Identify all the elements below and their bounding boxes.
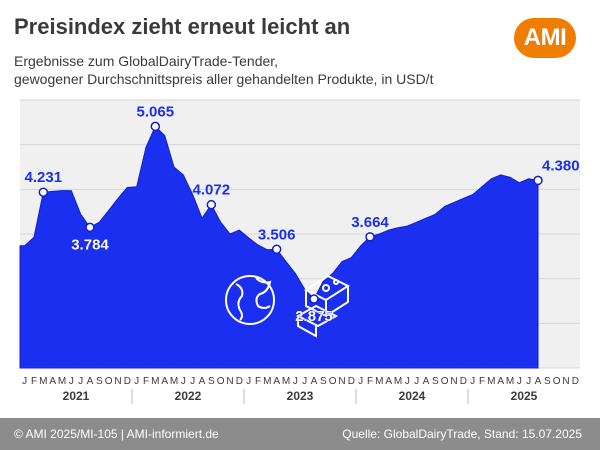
month-tick-label: J (526, 376, 531, 387)
year-tick-label: 2024 (399, 389, 426, 403)
month-tick-label: F (143, 376, 149, 387)
month-tick-label: A (87, 376, 94, 387)
month-tick-label: A (385, 376, 392, 387)
month-tick-label: A (311, 376, 318, 387)
month-tick-label: J (78, 376, 83, 387)
globe-icon (225, 275, 275, 325)
price-index-chart: 4.231 3.784 5.065 4.072 3.506 2.875 3.664 4.380… (19, 99, 580, 404)
data-point-marker (85, 222, 95, 233)
month-tick-label: S (320, 376, 327, 387)
month-tick-label: J (22, 376, 27, 387)
subtitle-line-1: Ergebnisse zum GlobalDairyTrade-Tender, (14, 53, 279, 69)
month-tick-label: J (302, 376, 307, 387)
month-tick-label: F (31, 376, 37, 387)
cheese-icon (295, 274, 351, 338)
month-tick-label: A (199, 376, 206, 387)
data-label: 3.784 (71, 236, 109, 253)
month-tick-label: O (441, 376, 449, 387)
month-tick-label: S (432, 376, 439, 387)
data-point-marker (271, 244, 282, 255)
footer: © AMI 2025/MI-105 | AMI-informiert.de Qu… (0, 418, 600, 450)
data-point-marker (206, 199, 217, 210)
month-tick-label: J (414, 376, 419, 387)
month-tick-label: N (450, 376, 457, 387)
month-tick-label: A (423, 376, 430, 387)
year-tick-label: 2023 (287, 389, 314, 403)
month-tick-label: A (535, 376, 542, 387)
month-tick-label: N (338, 376, 345, 387)
year-tick-label: 2022 (175, 389, 202, 403)
data-label: 5.065 (137, 103, 175, 120)
month-tick-label: D (236, 376, 243, 387)
data-label: 4.380 (542, 157, 580, 174)
month-tick-label: J (134, 376, 139, 387)
month-tick-label: N (562, 376, 569, 387)
month-tick-label: M (506, 376, 514, 387)
month-tick-label: M (170, 376, 178, 387)
month-tick-label: M (58, 376, 66, 387)
month-tick-label: O (217, 376, 225, 387)
ami-logo: AMI (514, 18, 576, 58)
data-point-marker (309, 294, 319, 304)
month-tick-label: M (263, 376, 271, 387)
month-tick-label: D (124, 376, 131, 387)
data-point-marker (365, 232, 375, 242)
data-label: 2.875 (295, 308, 333, 325)
month-tick-label: J (470, 376, 475, 387)
year-tick-label: 2025 (511, 389, 538, 403)
month-tick-label: N (114, 376, 121, 387)
month-tick-label: J (405, 376, 410, 387)
month-tick-label: A (161, 376, 168, 387)
month-tick-label: D (572, 376, 579, 387)
month-tick-label: O (553, 376, 561, 387)
month-tick-label: F (255, 376, 261, 387)
data-point-marker (533, 175, 543, 186)
price-area (19, 125, 539, 369)
month-tick-label: J (181, 376, 186, 387)
subtitle-line-2: gewogener Durchschnittspreis aller gehan… (14, 71, 434, 87)
month-tick-label: S (96, 376, 103, 387)
month-tick-label: J (69, 376, 74, 387)
month-tick-label: M (151, 376, 159, 387)
month-tick-label: M (487, 376, 495, 387)
data-label: 3.664 (351, 214, 389, 231)
month-tick-label: M (39, 376, 47, 387)
subtitle: Ergebnisse zum GlobalDairyTrade-Tender, … (14, 52, 433, 88)
month-tick-label: N (226, 376, 233, 387)
month-tick-label: O (105, 376, 113, 387)
data-point-marker (150, 121, 161, 132)
data-label: 4.231 (25, 169, 63, 186)
month-tick-label: F (479, 376, 485, 387)
month-tick-label: J (358, 376, 363, 387)
month-tick-label: S (208, 376, 215, 387)
month-tick-label: M (375, 376, 383, 387)
month-tick-label: J (190, 376, 195, 387)
month-tick-label: S (544, 376, 551, 387)
data-label: 3.506 (258, 226, 296, 243)
month-tick-label: D (460, 376, 467, 387)
data-point-marker (38, 187, 49, 197)
month-tick-label: D (348, 376, 355, 387)
footer-copyright: © AMI 2025/MI-105 | AMI-informiert.de (14, 427, 219, 441)
data-label: 4.072 (193, 182, 231, 199)
page-title: Preisindex zieht erneut leicht an (14, 14, 351, 39)
month-tick-label: J (246, 376, 251, 387)
month-tick-label: F (367, 376, 373, 387)
month-tick-label: M (282, 376, 290, 387)
month-tick-label: A (497, 376, 504, 387)
footer-source: Quelle: GlobalDairyTrade, Stand: 15.07.2… (342, 427, 582, 441)
year-tick-label: 2021 (63, 389, 90, 403)
month-tick-label: J (293, 376, 298, 387)
month-tick-label: A (49, 376, 56, 387)
month-tick-label: O (329, 376, 337, 387)
month-tick-label: J (517, 376, 522, 387)
month-tick-label: M (394, 376, 402, 387)
month-tick-label: A (273, 376, 280, 387)
